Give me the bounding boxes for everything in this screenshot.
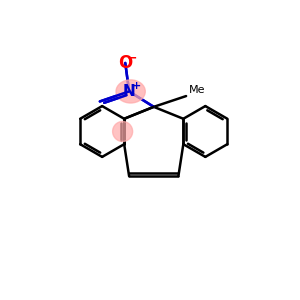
Ellipse shape xyxy=(112,122,133,142)
Text: N: N xyxy=(123,84,136,99)
Text: −: − xyxy=(127,51,137,64)
Ellipse shape xyxy=(116,80,145,103)
Text: O: O xyxy=(118,54,132,72)
Text: Me: Me xyxy=(188,85,205,95)
Text: +: + xyxy=(131,81,141,91)
